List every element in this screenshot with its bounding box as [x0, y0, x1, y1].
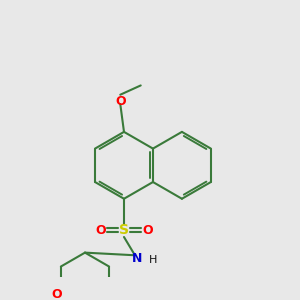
Text: O: O: [95, 224, 106, 237]
Text: N: N: [132, 252, 142, 265]
Text: S: S: [119, 223, 129, 237]
Text: H: H: [148, 255, 157, 265]
Text: O: O: [142, 224, 153, 237]
Text: O: O: [115, 94, 126, 107]
Text: O: O: [51, 288, 62, 300]
